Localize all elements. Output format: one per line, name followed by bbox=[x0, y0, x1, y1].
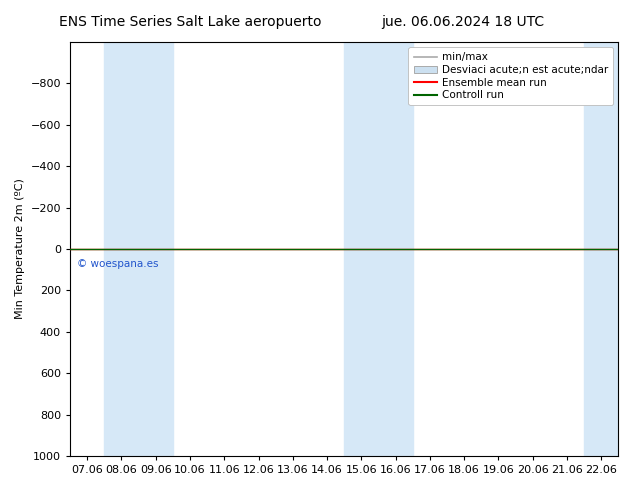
Bar bbox=[584, 42, 634, 456]
Bar bbox=[105, 42, 173, 456]
Text: jue. 06.06.2024 18 UTC: jue. 06.06.2024 18 UTC bbox=[381, 15, 545, 29]
Bar bbox=[344, 42, 413, 456]
Text: © woespana.es: © woespana.es bbox=[77, 259, 158, 270]
Y-axis label: Min Temperature 2m (ºC): Min Temperature 2m (ºC) bbox=[15, 178, 25, 319]
Text: ENS Time Series Salt Lake aeropuerto: ENS Time Series Salt Lake aeropuerto bbox=[59, 15, 321, 29]
Legend: min/max, Desviaci acute;n est acute;ndar, Ensemble mean run, Controll run: min/max, Desviaci acute;n est acute;ndar… bbox=[408, 47, 613, 105]
